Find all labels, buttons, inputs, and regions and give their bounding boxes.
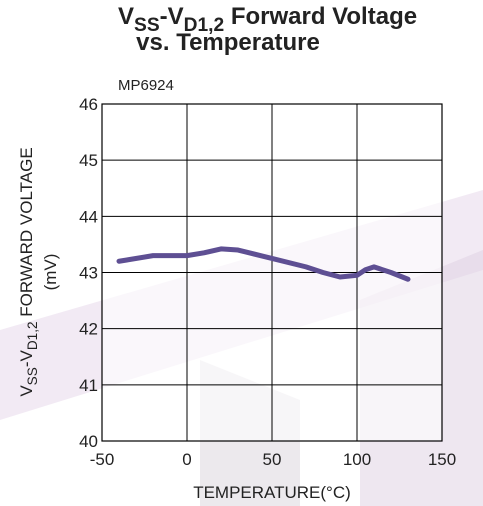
x-axis-label: TEMPERATURE(°C): [193, 483, 351, 502]
x-tick-label: 150: [428, 450, 456, 469]
y-tick-label: 42: [79, 320, 98, 339]
x-tick-label: 100: [343, 450, 371, 469]
y-tick-label: 45: [79, 151, 98, 170]
y-axis-label-part: D1,2: [25, 321, 40, 350]
chart-title-part: -V: [160, 3, 184, 30]
chart-title-part: Forward Voltage: [224, 3, 417, 30]
x-tick-label: -50: [90, 450, 115, 469]
y-tick-label: 43: [79, 264, 98, 283]
y-axis-label-line2: (mV): [41, 254, 60, 291]
data-line: [116, 246, 411, 282]
chart-subtitle: MP6924: [118, 77, 174, 94]
x-tick-label: 0: [182, 450, 191, 469]
chart-title: VSS-VD1,2 Forward Voltage: [118, 3, 417, 36]
y-tick-label: 41: [79, 376, 98, 395]
chart-title-part: D1,2: [184, 15, 225, 36]
y-tick-label: 40: [79, 432, 98, 451]
y-axis-label-part: SS: [25, 367, 40, 385]
y-axis-label: VSS-VD1,2 FORWARD VOLTAGE: [17, 147, 40, 396]
chart-title-part: SS: [134, 15, 160, 36]
chart-title-line2: vs. Temperature: [136, 29, 320, 56]
y-tick-label: 44: [79, 207, 98, 226]
y-axis-label-part: FORWARD VOLTAGE: [17, 147, 36, 321]
x-tick-label: 50: [263, 450, 282, 469]
plot-border: [101, 103, 443, 442]
y-axis-label-part: -V: [17, 350, 36, 368]
chart-title-part: V: [118, 3, 134, 30]
y-tick-label: 46: [79, 95, 98, 114]
y-axis-label-part: V: [17, 385, 36, 397]
